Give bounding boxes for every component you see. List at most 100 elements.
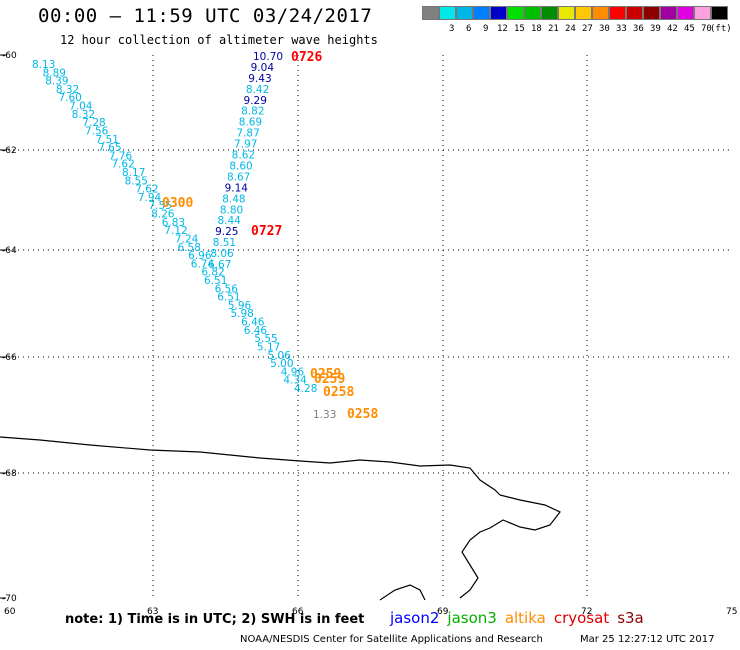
satellite-s3a: s3a [617, 609, 644, 627]
legend-swatch [473, 6, 490, 20]
swh-value: 8.42 [246, 84, 269, 96]
swh-value: 1.33 [313, 409, 336, 421]
swh-value: 8.62 [232, 150, 255, 162]
credit-line: NOAA/NESDIS Center for Satellite Applica… [240, 634, 543, 645]
swh-value: 9.04 [251, 62, 275, 74]
legend-label: 12 [497, 24, 508, 34]
swh-value: 6.74 [191, 258, 215, 270]
swh-value: 8.26 [151, 209, 175, 221]
swh-value: 8.69 [239, 117, 262, 129]
swh-value: 7.76 [109, 150, 133, 162]
map-grid [8, 55, 732, 598]
swh-value: 9.25 [215, 226, 238, 238]
coastline-main [0, 436, 501, 496]
swh-value: 6.96 [188, 250, 212, 262]
legend-label: 36 [633, 24, 644, 34]
swh-value: 5.98 [230, 308, 253, 320]
swh-value: 8.17 [122, 167, 145, 179]
legend-swatch [660, 6, 677, 20]
legend-swatch [694, 6, 711, 20]
pass-time-label: 0727 [251, 224, 282, 239]
lon-tick-label: 72 [581, 607, 592, 617]
legend-label: 6 [466, 24, 472, 34]
swh-value: 8.39 [45, 76, 68, 88]
lon-tick-label: 69 [437, 607, 449, 617]
swh-value: 7.55 [148, 200, 171, 212]
coastline-island [379, 584, 426, 601]
legend-label: 21 [548, 24, 559, 34]
pass-time-label: 0726 [291, 50, 322, 65]
swh-value: 4.34 [283, 375, 307, 387]
legend-swatch [541, 6, 558, 20]
legend-swatch [609, 6, 626, 20]
swh-value: 7.24 [175, 233, 199, 245]
legend-swatch [456, 6, 473, 20]
swh-value: 5.00 [270, 358, 293, 370]
swh-value: 7.94 [138, 192, 162, 204]
swh-value: 6.46 [241, 317, 265, 329]
lon-tick-label: 66 [292, 607, 304, 617]
swh-value: 8.67 [227, 171, 250, 183]
swh-value: 7.51 [96, 134, 119, 146]
legend-label: 45 [684, 24, 695, 34]
swh-value: 7.04 [69, 101, 93, 113]
legend-swatch [626, 6, 643, 20]
generated-timestamp: Mar 25 12:27:12 UTC 2017 [580, 634, 715, 645]
pass-time-label: 0259 [314, 372, 345, 387]
lon-tick-label: 60 [4, 607, 16, 617]
legend-label: 24 [565, 24, 576, 34]
legend-swatch [490, 6, 507, 20]
legend-swatch [643, 6, 660, 20]
swh-value: 7.62 [135, 184, 158, 196]
lon-tick-label: 75 [726, 607, 737, 617]
lon-tick-label: 63 [147, 607, 158, 617]
satellite-jason3: jason3 [447, 609, 497, 627]
swh-value: 7.56 [85, 125, 109, 137]
legend-label: 39 [650, 24, 661, 34]
swh-value: 8.89 [43, 67, 66, 79]
legend-swatch [711, 6, 728, 20]
legend-label: 30 [599, 24, 610, 34]
pass-time-label: 0300 [162, 196, 193, 211]
swh-value: 4.28 [294, 383, 317, 395]
pass-time-label: 0258 [323, 385, 354, 400]
swh-value: 6.82 [201, 267, 224, 279]
swh-value: 5.17 [257, 341, 280, 353]
swh-value: 8.80 [220, 204, 243, 216]
antarctic-coastline [0, 436, 561, 601]
legend-unit: (ft) [710, 24, 732, 34]
legend-swatch [575, 6, 592, 20]
swh-track-labels: 8.138.898.398.327.607.048.327.287.567.51… [32, 51, 336, 421]
swh-value: 7.65 [98, 142, 121, 154]
swh-value: 7.12 [164, 225, 187, 237]
lat-tick-label: -70 [2, 594, 17, 604]
swh-value: 7.60 [58, 92, 81, 104]
swh-value: 7.87 [236, 128, 259, 140]
pass-time-label: 0258 [347, 407, 378, 422]
swh-value: 9.43 [248, 73, 271, 85]
swh-value: 8.82 [241, 106, 264, 118]
legend-swatch [592, 6, 609, 20]
legend-swatch [558, 6, 575, 20]
legend-label: 18 [531, 24, 542, 34]
axis-ticks: 60 63 66 69 72 75 -60 -62 -64 -66 -68 -70 [0, 51, 737, 617]
swh-value: 6.46 [244, 325, 268, 337]
swh-value: 8.32 [56, 84, 79, 96]
swh-value: 5.55 [254, 333, 277, 345]
swh-value: 5.06 [268, 350, 292, 362]
legend-label: 27 [582, 24, 593, 34]
swh-value: 7.28 [82, 117, 105, 129]
swh-value: 8.06 [210, 248, 234, 260]
swh-value: 8.32 [72, 109, 95, 121]
footnote: note: 1) Time is in UTC; 2) SWH is in fe… [65, 612, 365, 627]
legend-swatch [439, 6, 456, 20]
satellite-altika: altika [504, 609, 546, 627]
legend-label: 15 [514, 24, 525, 34]
lat-tick-label: -68 [2, 469, 17, 479]
lat-tick-label: -66 [2, 353, 17, 363]
coastline-bay [459, 494, 561, 599]
legend-label: 33 [616, 24, 627, 34]
swh-value: 9.14 [225, 182, 249, 194]
legend-swatch [677, 6, 694, 20]
